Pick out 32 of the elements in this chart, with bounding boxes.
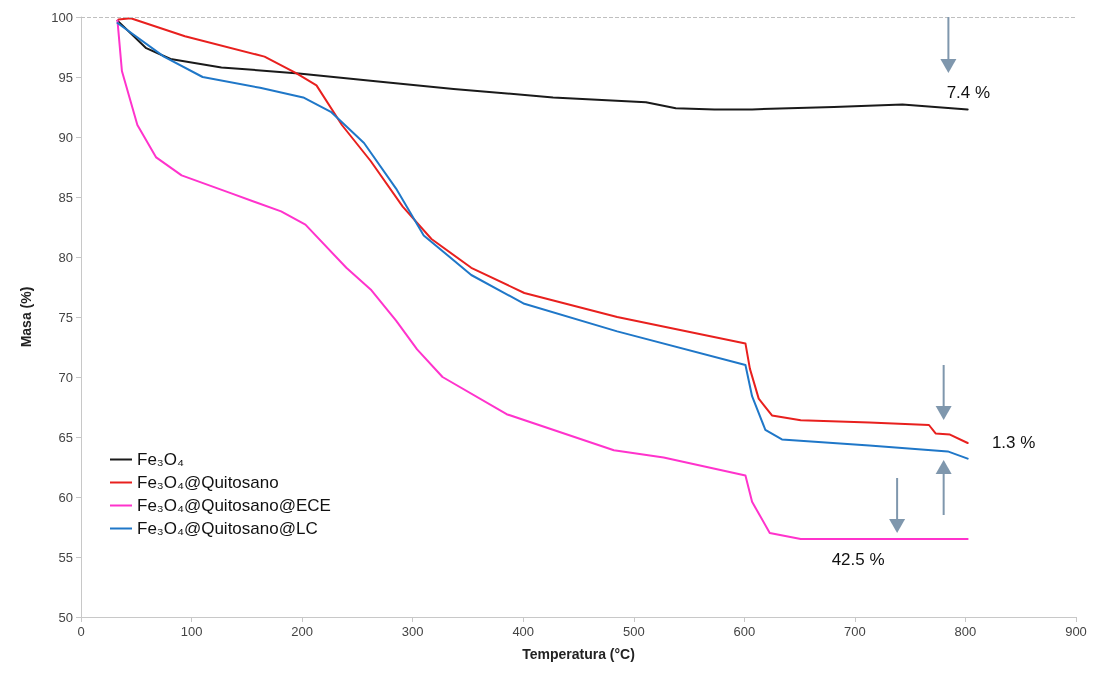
- annotation: 7.4 %: [946, 83, 991, 103]
- x-tick-label: 400: [512, 624, 535, 639]
- y-tick-label: 55: [58, 549, 73, 565]
- y-tick-label: 80: [58, 249, 73, 265]
- x-tick-label: 500: [622, 624, 645, 639]
- y-tick-label: 100: [51, 9, 73, 25]
- legend-label: Fe₃O₄@Quitosano@LC: [137, 519, 318, 538]
- x-tick-label: 700: [844, 624, 866, 639]
- x-tick-label: 800: [954, 624, 977, 639]
- line-series: [116, 19, 969, 540]
- x-tick-label: 900: [1065, 624, 1087, 639]
- y-tick-label: 75: [58, 309, 73, 325]
- x-tick-label: 200: [291, 624, 313, 639]
- y-tick-label: 85: [58, 189, 73, 205]
- y-axis-title: Masa (%): [18, 286, 34, 348]
- y-tick-label: 90: [58, 129, 73, 145]
- y-tick-label: 60: [58, 489, 73, 505]
- legend-label: Fe₃O₄@Quitosano: [137, 473, 279, 492]
- x-tick-label: 0: [77, 624, 85, 639]
- x-tick-label: 100: [180, 624, 203, 639]
- x-tick-label: 300: [401, 624, 424, 639]
- x-axis-title: Temperatura (°C): [522, 646, 635, 662]
- y-tick-label: 50: [58, 609, 73, 625]
- x-tick-label: 600: [733, 624, 756, 639]
- annotation: 42.5 %: [831, 550, 885, 570]
- annotation: 1.3 %: [991, 433, 1036, 453]
- legend-label: Fe₃O₄: [137, 450, 184, 469]
- legend-label: Fe₃O₄@Quitosano@ECE: [137, 496, 331, 515]
- y-tick-label: 95: [58, 69, 73, 85]
- y-tick-label: 65: [58, 429, 73, 445]
- y-tick-label: 70: [58, 369, 73, 385]
- line-series: [116, 19, 969, 111]
